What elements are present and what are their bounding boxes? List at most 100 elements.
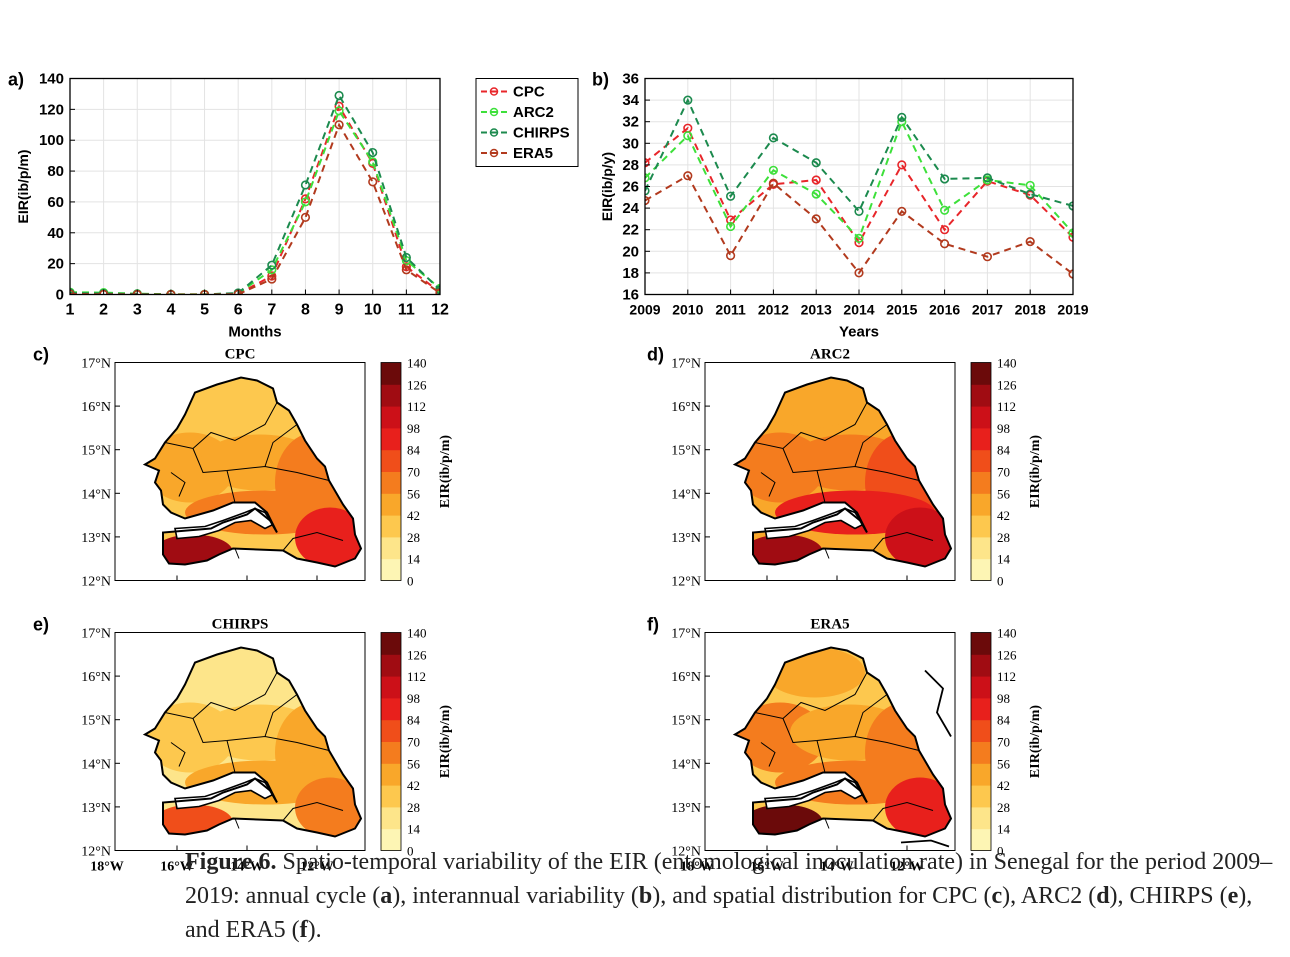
colorbar-segment [971,536,991,560]
colorbar-segment [381,471,401,494]
data-point-chirps [267,260,277,270]
colorbar-segment [381,384,401,407]
data-point-chirps [725,191,736,201]
colorbar-tick-label: 14 [997,552,1011,567]
data-point-cpc [811,175,821,185]
colorbar-segment [381,828,401,851]
y-tick-label: 100 [39,132,64,149]
lat-tick-label: 13°N [81,801,111,816]
colorbar-tick-label: 98 [997,691,1010,706]
panel-label: c) [33,345,49,365]
legend-label: CPC [513,84,545,101]
colorbar-tick-label: 112 [407,399,426,414]
colorbar-tick-label: 0 [407,844,414,859]
x-tick-label: 2019 [1057,302,1088,318]
colorbar-tick-label: 84 [407,713,421,728]
colorbar-tick-label: 140 [407,356,427,371]
lat-tick-label: 15°N [671,714,701,729]
colorbar-tick-label: 70 [407,465,420,480]
colorbar-tick-label: 140 [997,356,1017,371]
colorbar-tick-label: 126 [407,647,427,662]
y-tick-label: 140 [39,71,64,88]
colorbar-tick-label: 42 [997,778,1010,793]
caption-label: Figure 6. [185,849,277,875]
data-point-era5 [982,252,993,262]
lat-tick-label: 16°N [671,670,701,685]
colorbar-tick-label: 126 [997,377,1017,392]
lat-tick-label: 14°N [81,487,111,502]
colorbar-tick-label: 112 [997,669,1016,684]
x-tick-label: 8 [301,302,310,319]
map-frame [704,632,956,851]
colorbar-segment [971,427,991,451]
data-point-era5 [768,178,779,188]
x-axis-label: Years [839,324,879,341]
data-point-arc2 [768,165,779,175]
colorbar-segment [381,741,401,764]
plot-frame [69,77,441,296]
data-point-era5 [939,239,950,249]
map-title: ERA5 [810,617,849,633]
y-tick-label: 26 [622,179,639,196]
y-tick-label: 40 [47,225,64,242]
colorbar-segment [971,471,991,494]
lon-tick-label: 12°W [890,860,924,875]
data-point-arc2 [854,233,864,243]
x-tick-label: 2011 [715,302,746,318]
colorbar-segment [971,558,991,581]
y-tick-label: 22 [622,222,639,239]
caption-panel-ref: a [380,883,393,909]
region-southeast [885,507,951,567]
data-point-chirps [982,173,993,183]
colorbar-segment [381,536,401,560]
series-line-cpc [70,103,440,295]
map-panel-cpc: CPC c) 17°N 16°N 15°N 14°N 13°N 12°N 0 14 28 42 56 70… [33,345,453,590]
x-tick-label: 4 [166,302,175,319]
lon-tick-label: 18°W [680,860,714,875]
data-point-cpc [334,101,344,111]
colorbar-segment [381,719,401,742]
colorbar-tick-label: 56 [997,756,1011,771]
colorbar-segment [971,362,991,385]
figure-caption: Figure 6. Spatio-temporal variability of… [185,845,1280,947]
map-panel-chirps: CHIRPS e) 17°N 16°N 15°N 14°N 13°N 12°N18°W 16°W… [33,615,453,875]
data-point-era5 [401,265,411,275]
series-line-chirps [70,93,440,295]
y-tick-label: 24 [622,200,639,217]
colorbar-frame [970,632,992,851]
caption-panel-ref: b [638,883,653,909]
x-tick-label: 6 [234,302,243,319]
panel-label: f) [647,615,659,635]
lat-tick-label: 17°N [671,627,701,642]
data-point-cpc [725,215,736,225]
lat-tick-label: 16°N [81,400,111,415]
data-point-chirps [768,133,779,143]
legend-label: CHIRPS [513,125,570,142]
panel-label-a: a) [8,70,24,90]
y-tick-label: 60 [47,194,64,211]
caption-text: ). [307,917,322,943]
colorbar-tick-label: 126 [997,647,1017,662]
lat-tick-label: 15°N [81,714,111,729]
x-tick-label: 7 [267,302,276,319]
colorbar-tick-label: 112 [997,399,1016,414]
lon-tick-label: 16°W [160,860,194,875]
colorbar-segment [381,654,401,677]
lat-tick-label: 12°N [671,845,701,860]
colorbar-tick-label: 28 [997,800,1010,815]
lat-tick-label: 12°N [671,575,701,590]
colorbar-segment [381,558,401,581]
data-point-chirps [1025,189,1035,199]
data-point-cpc [939,225,950,235]
colorbar-tick-label: 14 [997,822,1011,837]
colorbar-segment [381,806,401,830]
data-point-arc2 [939,205,950,215]
gambia-cutout [174,777,275,810]
colorbar-segment [381,362,401,385]
data-point-era5 [334,120,344,130]
spatial-maps: CPC c) 17°N 16°N 15°N 14°N 13°N 12°N 0 14 28 42 56 70… [33,345,1043,875]
data-point-era5 [300,212,311,222]
colorbar-tick-label: 98 [407,691,420,706]
colorbar-tick-label: 56 [997,486,1011,501]
